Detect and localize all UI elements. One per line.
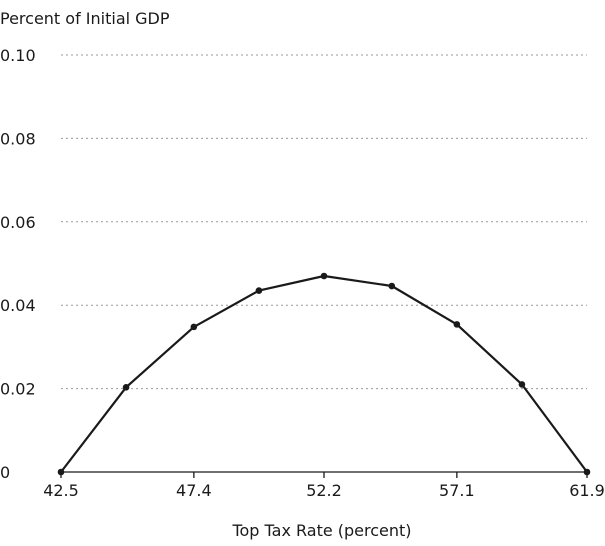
y-tick-label: 0.10 — [0, 46, 36, 65]
data-point — [255, 287, 263, 294]
y-tick-label: 0.04 — [0, 296, 36, 315]
data-point — [190, 323, 198, 331]
data-point — [518, 381, 526, 388]
series — [60, 274, 588, 473]
x-tick-label: 42.5 — [43, 481, 79, 500]
data-point — [122, 384, 130, 391]
data-points — [57, 272, 591, 476]
series-line — [60, 274, 588, 473]
x-tick-label: 47.4 — [176, 481, 212, 500]
y-tick-label: 0 — [0, 463, 10, 482]
data-point — [453, 321, 461, 328]
grid-lines — [61, 54, 587, 390]
y-tick-label: 0.08 — [0, 129, 36, 148]
y-tick-label: 0.06 — [0, 213, 36, 232]
data-point — [583, 468, 591, 476]
y-tick-label: 0.02 — [0, 380, 36, 399]
data-point — [57, 468, 65, 476]
data-point — [320, 272, 328, 280]
x-axis-title: Top Tax Rate (percent) — [231, 521, 411, 540]
data-point — [388, 282, 396, 290]
x-tick-label: 52.2 — [306, 481, 342, 500]
y-tick-labels: 0 0.02 0.04 0.06 0.08 0.10 — [0, 46, 36, 482]
x-axis: 42.5 47.4 52.2 57.1 61.9 — [43, 471, 605, 500]
x-tick-label: 57.1 — [439, 481, 475, 500]
y-axis-title: Percent of Initial GDP — [0, 9, 170, 28]
x-tick-label: 61.9 — [569, 481, 605, 500]
